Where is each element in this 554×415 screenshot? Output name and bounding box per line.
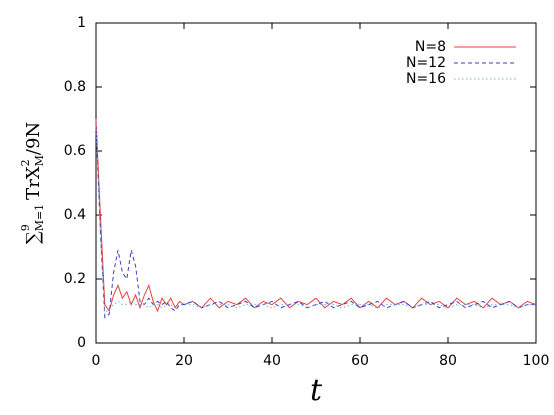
y-tick-label: 1: [77, 15, 86, 31]
y-label-sub2: M: [33, 155, 46, 166]
y-tick-label: 0.6: [64, 143, 86, 159]
series-line: [95, 125, 536, 319]
y-label-tail: /9N: [23, 122, 44, 155]
y-tick-label: 0: [77, 335, 86, 351]
x-tick-label: 80: [439, 353, 457, 369]
y-tick-label: 0.2: [64, 271, 86, 287]
x-tick-label: 100: [523, 353, 550, 369]
x-tick-label: 20: [175, 353, 193, 369]
y-axis-label: ∑9M=1 TrX2M/9N: [19, 122, 46, 244]
plot-frame: [95, 22, 537, 344]
y-label-sup: 9: [19, 224, 32, 231]
series-line: [95, 118, 537, 313]
y-label-sup2: 2: [19, 159, 32, 166]
x-tick-label: 0: [92, 353, 101, 369]
legend-label: N=8: [415, 39, 446, 55]
y-label-text: TrX: [23, 166, 44, 200]
y-label-sub: M=1: [33, 204, 46, 231]
series-line: [95, 125, 536, 316]
legend-label: N=16: [406, 71, 446, 87]
x-tick-label: 40: [263, 353, 281, 369]
y-tick-label: 0.4: [64, 207, 86, 223]
y-label-sum: ∑: [23, 231, 44, 244]
legend-label: N=12: [406, 55, 446, 71]
y-tick-label: 0.8: [64, 79, 86, 95]
x-tick-label: 60: [351, 353, 369, 369]
x-axis-label: t: [310, 373, 323, 408]
